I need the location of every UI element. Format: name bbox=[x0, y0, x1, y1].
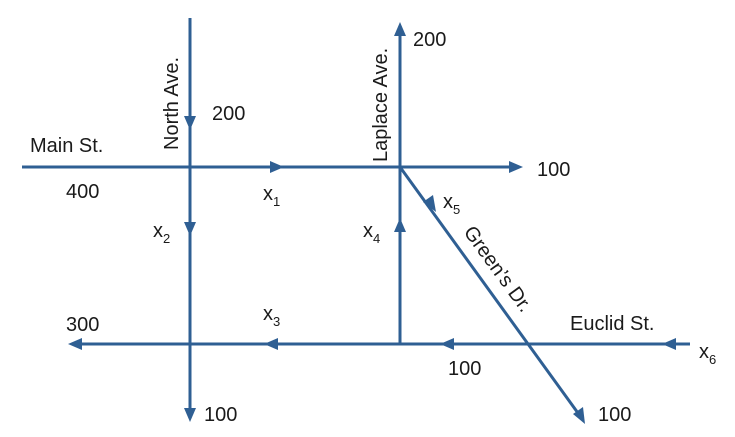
flow-north-in: 200 bbox=[212, 103, 245, 125]
greens-dr-road bbox=[398, 166, 585, 421]
main-st-label: Main St. bbox=[30, 135, 103, 157]
var-x6: x6 bbox=[699, 341, 716, 367]
arrow-x3 bbox=[264, 338, 278, 350]
arrow-x6 bbox=[662, 338, 676, 350]
flow-greens-out: 100 bbox=[598, 404, 631, 426]
arrow-x4 bbox=[394, 218, 406, 232]
var-x1: x1 bbox=[263, 183, 280, 209]
arrow-north-ave-in bbox=[184, 116, 196, 130]
laplace-ave-label: Laplace Ave. bbox=[370, 48, 392, 162]
arrow-x1 bbox=[270, 161, 284, 173]
arrow-main-out bbox=[509, 161, 523, 173]
flow-north-out: 100 bbox=[204, 404, 237, 426]
flow-laplace-out: 200 bbox=[413, 29, 446, 51]
arrow-greens-out bbox=[573, 407, 585, 424]
var-x5: x5 bbox=[443, 191, 460, 217]
flow-euclid-mid: 100 bbox=[448, 358, 481, 380]
north-ave-label: North Ave. bbox=[161, 57, 183, 150]
arrow-bottom-left-out bbox=[68, 338, 82, 350]
var-x3: x3 bbox=[263, 303, 280, 329]
flow-bottom-left-out: 300 bbox=[66, 314, 99, 336]
arrow-laplace-out bbox=[394, 22, 406, 36]
flow-main-in: 400 bbox=[66, 181, 99, 203]
var-x2: x2 bbox=[153, 220, 170, 246]
flow-main-out: 100 bbox=[537, 159, 570, 181]
euclid-st-label: Euclid St. bbox=[570, 313, 654, 335]
arrow-euclid-mid bbox=[440, 338, 454, 350]
var-x4: x4 bbox=[363, 220, 380, 246]
arrow-x5 bbox=[423, 195, 436, 212]
arrow-north-out bbox=[184, 408, 196, 422]
arrow-x2 bbox=[184, 222, 196, 236]
